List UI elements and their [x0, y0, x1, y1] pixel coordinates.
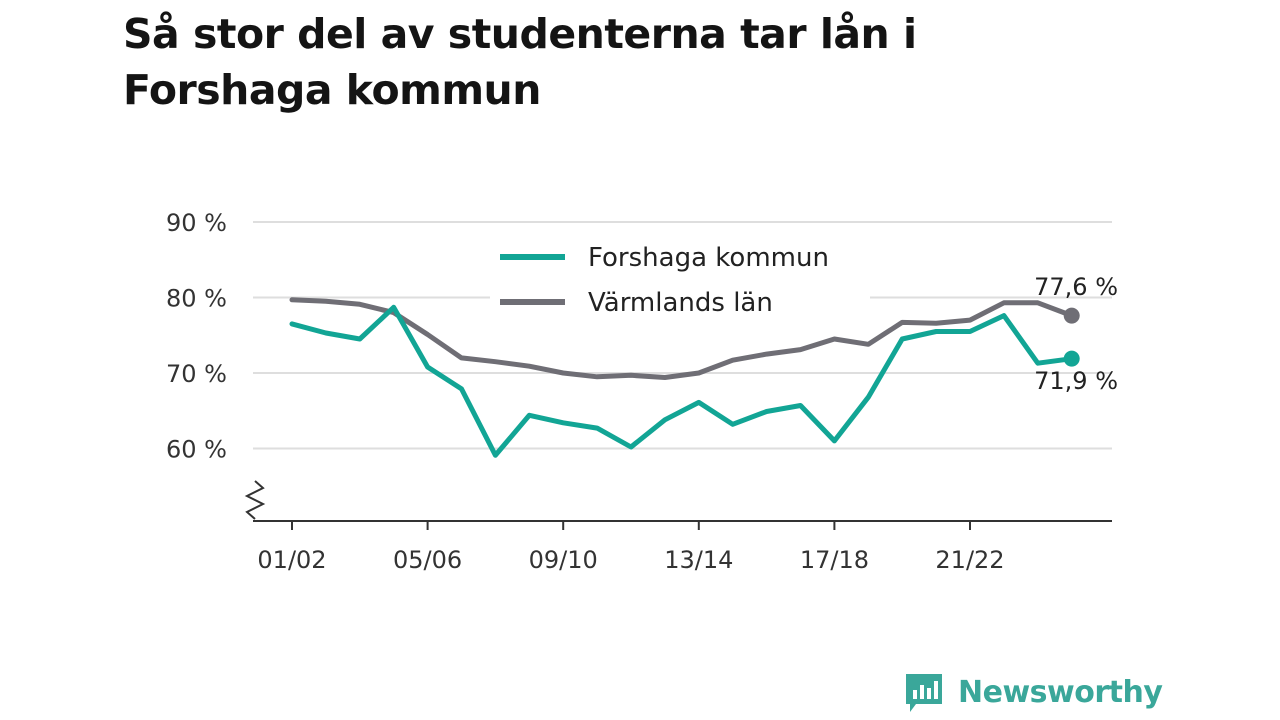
axes: 60 % 70 % 80 % 90 % 01/02 05/06 09/10 13/14 17/1…: [166, 209, 1112, 574]
series-lines: [289, 297, 1080, 458]
y-tick-label: 60 %: [166, 436, 227, 464]
series-end-point: [1063, 350, 1080, 367]
y-tick-label: 70 %: [166, 360, 227, 388]
series-line: [289, 304, 1075, 458]
legend-label: Värmlands län: [588, 288, 773, 318]
legend: Forshaga kommun Värmlands län: [490, 232, 870, 322]
end-label-forshaga: 71,9 %: [1034, 367, 1118, 395]
end-labels: 77,6 % 71,9 %: [1034, 273, 1118, 395]
x-tick-label: 17/18: [800, 546, 869, 574]
x-tick-label: 01/02: [257, 546, 326, 574]
y-tick-label: 80 %: [166, 285, 227, 313]
x-tick-label: 13/14: [664, 546, 733, 574]
newsworthy-logo-icon: [906, 674, 942, 712]
axis-break-icon: [244, 480, 266, 520]
brand-name: Newsworthy: [958, 674, 1163, 710]
legend-background: [490, 232, 870, 322]
legend-label: Forshaga kommun: [588, 243, 829, 273]
chart-title: Så stor del av studenterna tar lån i For…: [123, 10, 917, 114]
series-line: [289, 297, 1075, 380]
x-tick-label: 05/06: [393, 546, 462, 574]
newsworthy-brand: Newsworthy: [902, 670, 1163, 714]
x-tick-label: 21/22: [935, 546, 1004, 574]
y-tick-label: 90 %: [166, 209, 227, 237]
x-tick-label: 09/10: [529, 546, 598, 574]
series-end-point: [1063, 307, 1080, 324]
end-label-varmland: 77,6 %: [1034, 273, 1118, 301]
